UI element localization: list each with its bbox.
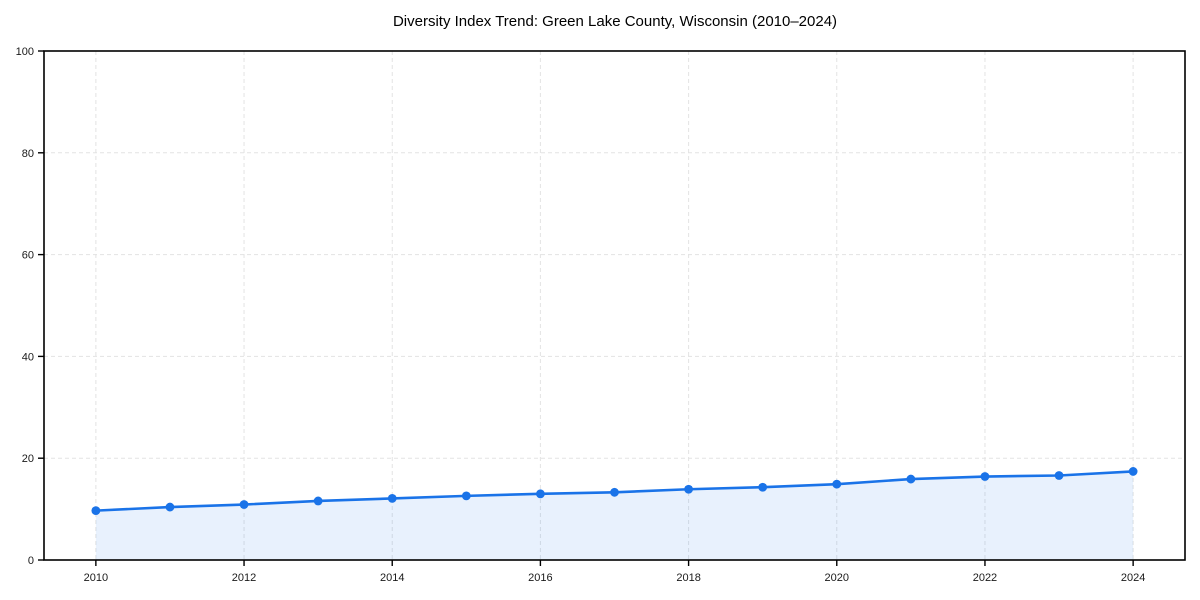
data-point-marker	[906, 474, 916, 484]
data-point-marker	[165, 502, 175, 512]
y-tick-label: 20	[22, 453, 34, 465]
data-point-marker	[387, 494, 397, 503]
x-tick-label: 2024	[1121, 572, 1145, 584]
data-point-marker	[536, 489, 545, 499]
data-point-marker	[461, 491, 471, 501]
x-tick-label: 2014	[380, 572, 404, 584]
data-point-marker	[758, 482, 768, 492]
x-tick-label: 2012	[232, 572, 256, 584]
axis-ticks: 0 20 40 60 80 100 2010 2012 2014 2016 2018 2020 2022…	[16, 46, 1146, 584]
data-point-marker	[610, 487, 619, 497]
data-point-marker	[239, 500, 249, 509]
plot-border	[43, 50, 1186, 561]
y-tick-label: 100	[16, 46, 34, 58]
data-point-marker	[313, 496, 323, 506]
data-point-marker	[980, 472, 990, 481]
x-tick-label: 2016	[528, 572, 552, 584]
data-points	[91, 467, 1138, 516]
y-tick-label: 60	[22, 250, 34, 262]
area-fill	[95, 471, 1134, 560]
x-tick-label: 2022	[973, 572, 997, 584]
y-tick-label: 80	[22, 148, 34, 160]
x-tick-label: 2020	[825, 572, 849, 584]
chart-title: Diversity Index Trend: Green Lake County…	[392, 13, 838, 30]
data-point-marker	[684, 484, 693, 494]
data-point-marker	[1128, 467, 1138, 476]
y-tick-label: 40	[22, 351, 34, 363]
x-tick-label: 2018	[676, 572, 700, 584]
data-point-marker	[91, 506, 101, 516]
data-point-marker	[832, 479, 842, 489]
x-tick-label: 2010	[84, 572, 108, 584]
y-tick-label: 0	[28, 555, 34, 567]
data-point-marker	[1054, 471, 1064, 480]
